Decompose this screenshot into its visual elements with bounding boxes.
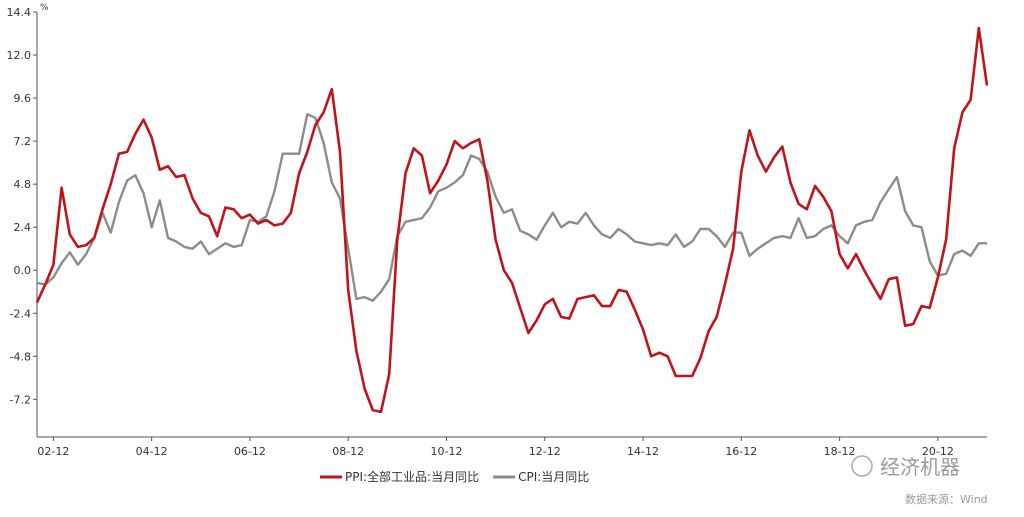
y-tick-label: -2.4: [10, 307, 31, 320]
x-tick-label: 20-12: [922, 445, 954, 458]
x-tick-label: 12-12: [529, 445, 561, 458]
y-tick-label: 4.8: [14, 178, 32, 191]
series-line: [36, 113, 987, 302]
legend-label: CPI:当月同比: [518, 470, 589, 484]
x-tick-label: 08-12: [332, 445, 364, 458]
y-tick-label: 7.2: [14, 135, 32, 148]
y-tick-label: 12.0: [7, 49, 32, 62]
y-unit: %: [40, 3, 49, 13]
watermark-icon: [851, 455, 873, 477]
x-tick-label: 04-12: [136, 445, 168, 458]
x-tick-label: 02-12: [37, 445, 69, 458]
y-tick-label: 0.0: [14, 264, 32, 277]
watermark: 经济机器: [880, 455, 960, 479]
series-line: [35, 26, 989, 414]
x-tick-label: 18-12: [824, 445, 856, 458]
x-tick-label: 10-12: [430, 445, 462, 458]
y-tick-label: 14.4: [7, 6, 32, 19]
y-tick-label: 2.4: [14, 221, 32, 234]
x-tick-label: 14-12: [627, 445, 659, 458]
x-tick-label: 06-12: [234, 445, 266, 458]
y-tick-label: -7.2: [10, 393, 31, 406]
y-tick-label: -4.8: [10, 350, 31, 363]
x-tick-label: 16-12: [725, 445, 757, 458]
source: 数据来源：Wind: [905, 492, 988, 506]
y-tick-label: 9.6: [14, 92, 32, 105]
legend-label: PPI:全部工业品:当月同比: [345, 469, 479, 484]
